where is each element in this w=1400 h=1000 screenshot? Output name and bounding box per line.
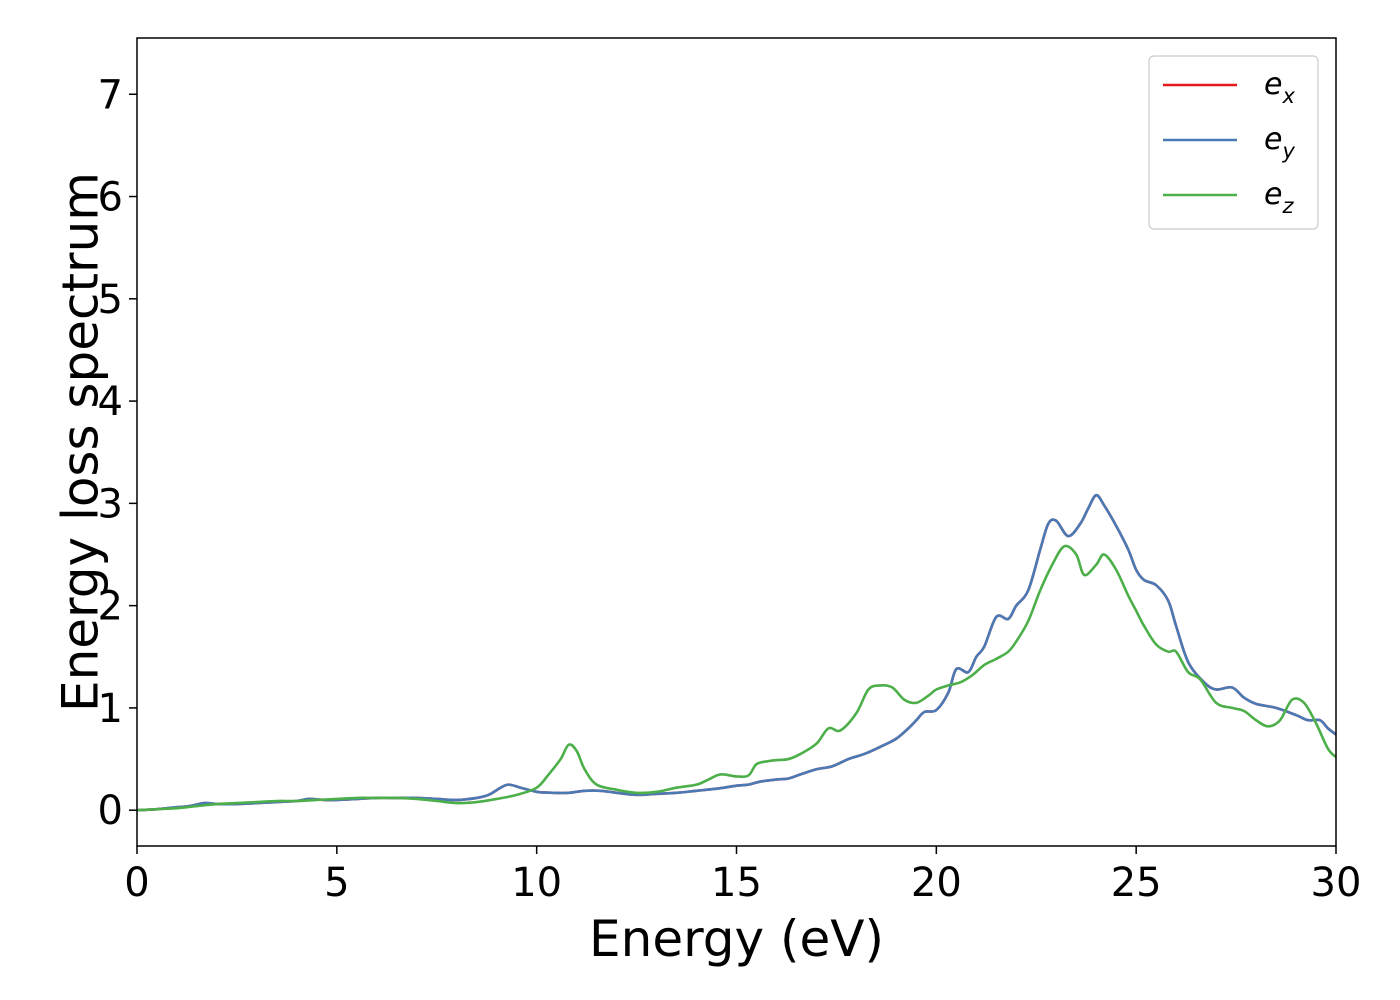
y-tick-label: 3	[98, 481, 123, 527]
y-axis: 0 1 2 3 4 5 6 7	[98, 72, 137, 834]
y-tick-label: 7	[98, 72, 123, 118]
x-axis-label: Energy (eV)	[589, 910, 884, 968]
y-tick-label: 2	[98, 584, 123, 630]
legend-box	[1148, 55, 1319, 230]
x-tick-label: 25	[1111, 860, 1162, 906]
x-tick-label: 10	[511, 860, 562, 906]
y-axis-label: Energy loss spectrum	[52, 172, 110, 712]
x-axis: 0 5 10 15 20 25 30	[124, 846, 1361, 906]
legend-entry: ey	[1264, 122, 1295, 163]
y-tick-label: 1	[98, 686, 123, 732]
y-tick-label: 4	[98, 379, 123, 425]
x-tick-label: 0	[124, 860, 149, 906]
y-tick-label: 5	[98, 277, 123, 323]
series-layer	[137, 493, 1336, 812]
y-tick-label: 0	[98, 788, 123, 834]
series-line-e-y	[137, 493, 1336, 812]
legend: ex ey ez	[1148, 55, 1319, 230]
legend-entry: ex	[1264, 67, 1295, 108]
legend-entry: ez	[1264, 177, 1294, 218]
x-tick-label: 30	[1311, 860, 1362, 906]
x-tick-label: 15	[711, 860, 762, 906]
x-tick-label: 20	[911, 860, 962, 906]
series-line-e-z	[137, 544, 1336, 812]
y-tick-label: 6	[98, 175, 123, 221]
x-tick-label: 5	[324, 860, 349, 906]
series-line-e-x	[137, 493, 1336, 812]
